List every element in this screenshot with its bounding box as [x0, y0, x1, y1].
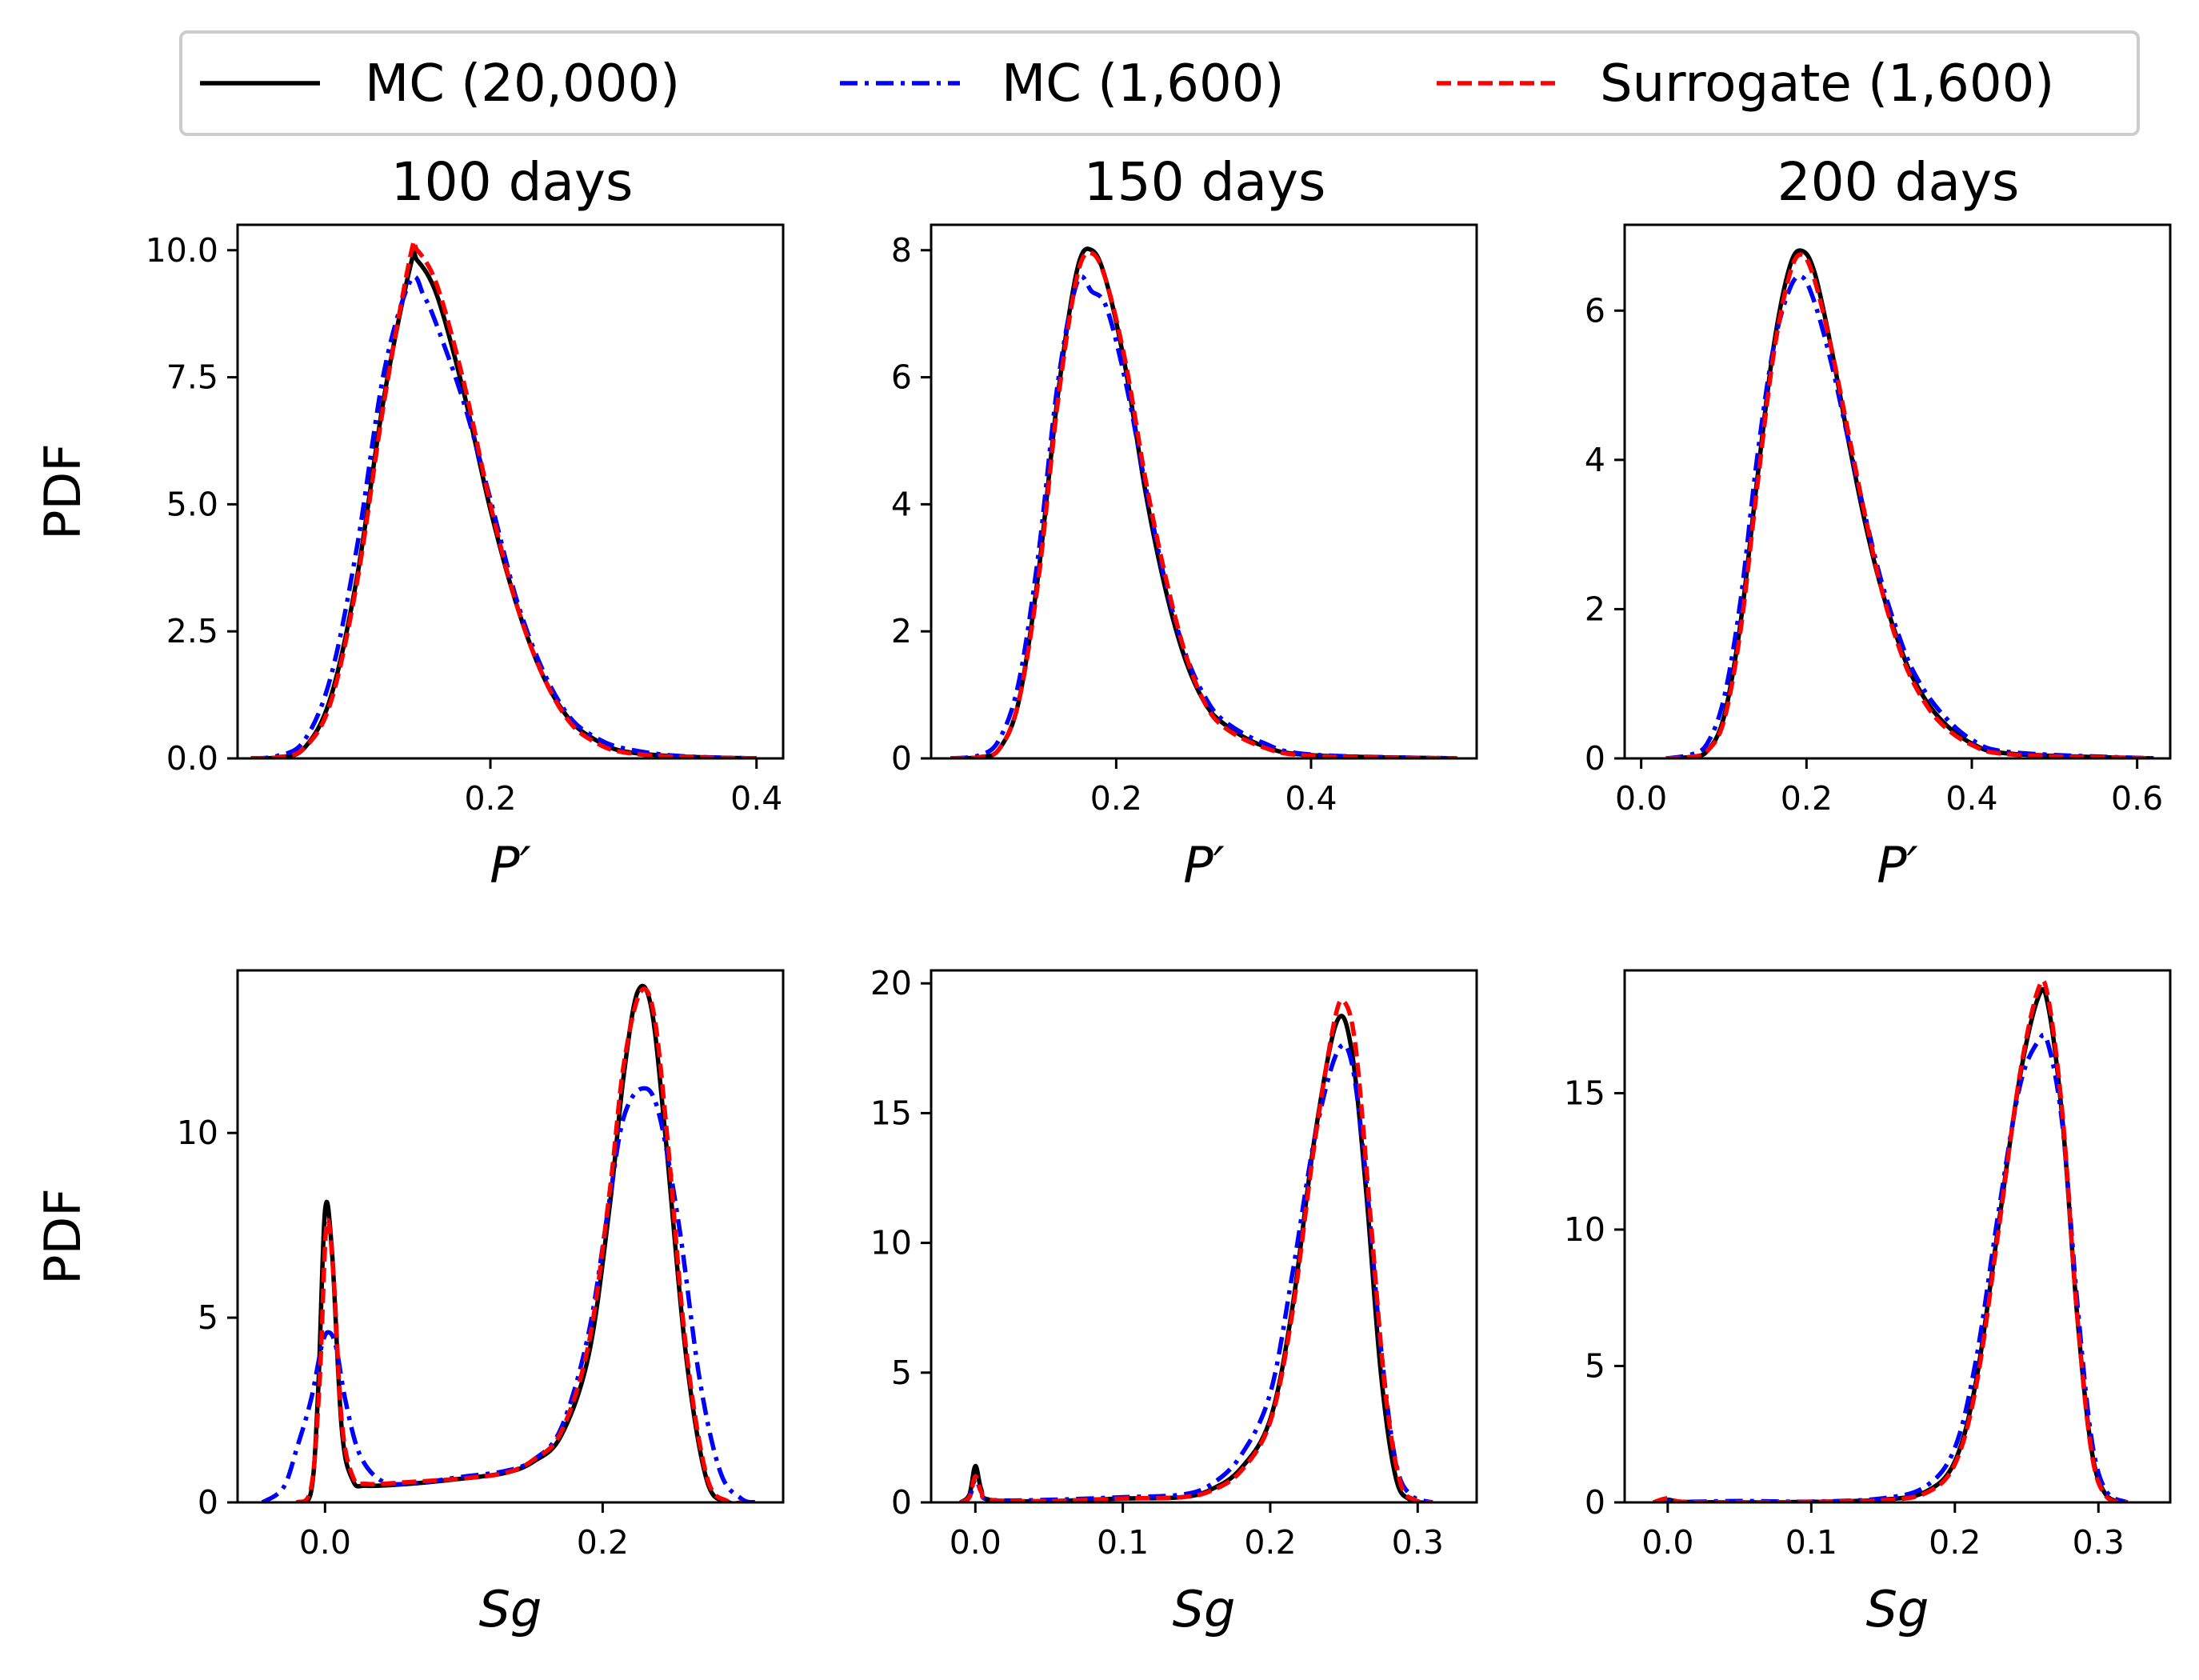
y-tick-label: 15	[870, 1094, 912, 1132]
y-tick-label: 6	[1585, 291, 1605, 330]
x-axis-label: P′	[1877, 836, 1917, 894]
series-line-surrogate-1600	[1665, 252, 2154, 758]
x-tick-label: 0.2	[464, 779, 516, 818]
panel-saturation-100-days: 0.0 0.2 0 5 10 Sg PDF	[34, 969, 785, 1638]
x-tick-label: 0.2	[1781, 779, 1833, 818]
axes-frame	[1623, 969, 2172, 1504]
y-tick-label: 10	[1564, 1210, 1605, 1249]
panel-pressure-100-days: 0.2 0.4 0.0 2.5 5.0 7.5 10.0 P′ PDF	[34, 223, 785, 894]
x-tick-label: 0.1	[1785, 1523, 1837, 1562]
series-line-mc-1600	[959, 1042, 1433, 1502]
y-tick-label: 4	[891, 485, 912, 523]
y-tick-label: 0	[891, 1483, 912, 1522]
series-line-mc-1600	[250, 274, 757, 758]
series-line-mc-20000	[250, 250, 757, 758]
legend: MC (20,000) MC (1,600) Surrogate (1,600)	[179, 30, 2140, 136]
y-tick-label: 0	[1585, 739, 1605, 778]
column-title-100-days: 100 days	[391, 151, 634, 213]
legend-label-mc-1600: MC (1,600)	[1002, 54, 1284, 114]
y-tick-label: 15	[1564, 1074, 1605, 1112]
y-tick-label: 6	[891, 358, 912, 397]
y-tick-label: 0	[891, 739, 912, 778]
series-line-mc-1600	[950, 274, 1457, 758]
x-tick-label: 0.3	[1392, 1523, 1444, 1562]
y-axis-label: PDF	[34, 1188, 92, 1285]
x-tick-label: 0.3	[2073, 1523, 2125, 1562]
x-tick-label: 0.0	[950, 1523, 1002, 1562]
x-tick-label: 0.4	[730, 779, 782, 818]
x-axis-label: P′	[1183, 836, 1224, 894]
x-tick-label: 0.2	[1929, 1523, 1981, 1562]
x-tick-label: 0.0	[1615, 779, 1667, 818]
x-axis-label: P′	[490, 836, 530, 894]
legend-label-mc-20000: MC (20,000)	[365, 54, 680, 114]
legend-label-surrogate-1600: Surrogate (1,600)	[1600, 54, 2054, 114]
series-lines	[261, 983, 757, 1502]
x-tick-label: 0.4	[1285, 779, 1337, 818]
y-tick-label: 2.5	[166, 612, 218, 650]
panel-pressure-150-days: 0.2 0.4 0 2 4 6 8 P′	[891, 223, 1478, 894]
y-tick-label: 0	[198, 1483, 218, 1522]
series-line-surrogate-1600	[250, 238, 757, 758]
series-lines	[950, 246, 1457, 758]
panel-saturation-200-days: 0.0 0.1 0.2 0.3 0 5 10 15 Sg	[1564, 969, 2172, 1638]
x-axis-label: Sg	[1173, 1580, 1236, 1638]
y-tick-label: 7.5	[166, 358, 218, 397]
y-tick-label: 8	[891, 231, 912, 270]
y-tick-label: 5.0	[166, 485, 218, 523]
y-tick-label: 5	[1585, 1346, 1605, 1385]
axes-frame	[930, 223, 1478, 760]
series-lines	[250, 238, 757, 758]
series-line-mc-20000	[295, 983, 742, 1502]
axes-frame	[930, 969, 1478, 1504]
series-lines	[959, 998, 1433, 1502]
series-line-surrogate-1600	[295, 986, 742, 1502]
axes-frame	[236, 223, 785, 760]
axes-frame	[1623, 223, 2172, 760]
axes-frame	[236, 969, 785, 1504]
y-tick-label: 10	[870, 1224, 912, 1262]
x-tick-label: 0.4	[1945, 779, 1997, 818]
panel-saturation-150-days: 0.0 0.1 0.2 0.3 0 5 10 15 20 Sg	[870, 964, 1478, 1638]
y-tick-label: 2	[891, 612, 912, 650]
y-tick-label: 4	[1585, 441, 1605, 479]
x-tick-label: 0.0	[1641, 1523, 1693, 1562]
x-tick-label: 0.2	[577, 1523, 629, 1562]
y-tick-label: 10	[177, 1114, 218, 1152]
y-tick-label: 2	[1585, 590, 1605, 628]
y-tick-label: 0	[1585, 1483, 1605, 1522]
x-axis-label: Sg	[479, 1580, 542, 1638]
series-line-mc-20000	[950, 246, 1457, 758]
panel-pressure-200-days: 0.0 0.2 0.4 0.6 0 2 4 6 P′	[1585, 223, 2172, 894]
series-line-mc-1600	[1665, 274, 2154, 758]
y-tick-label: 5	[891, 1354, 912, 1392]
series-line-mc-20000	[1665, 248, 2154, 758]
x-tick-label: 0.1	[1097, 1523, 1149, 1562]
y-tick-label: 0.0	[166, 739, 218, 778]
y-tick-label: 20	[870, 964, 912, 1002]
series-lines	[1665, 248, 2154, 758]
series-line-mc-1600	[1653, 1032, 2129, 1502]
y-axis-label: PDF	[34, 443, 92, 540]
series-line-surrogate-1600	[959, 998, 1433, 1502]
series-line-surrogate-1600	[950, 250, 1457, 758]
x-tick-label: 0.2	[1244, 1523, 1296, 1562]
x-tick-label: 0.0	[299, 1523, 351, 1562]
x-tick-label: 0.6	[2111, 779, 2163, 818]
series-lines	[1653, 978, 2129, 1502]
legend-frame	[179, 30, 2140, 136]
column-title-150-days: 150 days	[1084, 151, 1326, 213]
x-tick-label: 0.2	[1090, 779, 1142, 818]
y-tick-label: 5	[198, 1298, 218, 1337]
y-tick-label: 10.0	[146, 231, 218, 270]
column-title-200-days: 200 days	[1777, 151, 2020, 213]
x-axis-label: Sg	[1866, 1580, 1929, 1638]
